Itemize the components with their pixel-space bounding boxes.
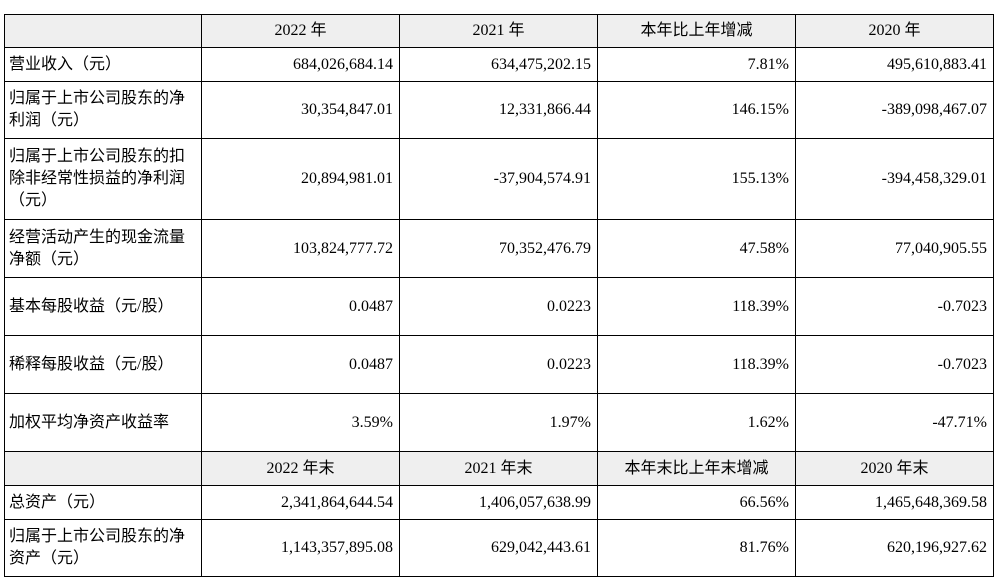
row-value: 0.0487 [201, 335, 400, 394]
row-value: 495,610,883.41 [795, 47, 994, 82]
row-value: 0.0223 [399, 277, 598, 336]
row-value: 1.62% [597, 393, 796, 452]
row-value: 30,354,847.01 [201, 81, 400, 139]
row-value: 7.81% [597, 47, 796, 82]
row-label: 总资产（元） [4, 485, 202, 520]
row-label: 加权平均净资产收益率 [4, 393, 202, 452]
table-row: 稀释每股收益（元/股） 0.0487 0.0223 118.39% -0.702… [4, 335, 994, 394]
row-value: 1,143,357,895.08 [201, 519, 400, 577]
row-value: 684,026,684.14 [201, 47, 400, 82]
table-row: 归属于上市公司股东的净利润（元） 30,354,847.01 12,331,86… [4, 81, 994, 139]
table-header-row: 2022 年 2021 年 本年比上年增减 2020 年 [4, 14, 994, 48]
row-value: -47.71% [795, 393, 994, 452]
row-value: 0.0487 [201, 277, 400, 336]
row-label: 经营活动产生的现金流量净额（元） [4, 219, 202, 278]
row-value: 1,465,648,369.58 [795, 485, 994, 520]
row-value: 629,042,443.61 [399, 519, 598, 577]
row-label: 基本每股收益（元/股） [4, 277, 202, 336]
header-cell: 2021 年 [399, 14, 598, 48]
row-value: 47.58% [597, 219, 796, 278]
row-value: -394,458,329.01 [795, 138, 994, 220]
header-corner-cell [4, 14, 202, 48]
row-label: 稀释每股收益（元/股） [4, 335, 202, 394]
row-value: 634,475,202.15 [399, 47, 598, 82]
row-label: 归属于上市公司股东的净资产（元） [4, 519, 202, 577]
row-value: -0.7023 [795, 277, 994, 336]
row-value: 77,040,905.55 [795, 219, 994, 278]
row-value: 620,196,927.62 [795, 519, 994, 577]
header-cell: 2022 年末 [201, 451, 400, 486]
table-row: 总资产（元） 2,341,864,644.54 1,406,057,638.99… [4, 485, 994, 520]
table-row: 营业收入（元） 684,026,684.14 634,475,202.15 7.… [4, 47, 994, 82]
header-cell: 本年比上年增减 [597, 14, 796, 48]
table-row: 加权平均净资产收益率 3.59% 1.97% 1.62% -47.71% [4, 393, 994, 452]
row-label: 归属于上市公司股东的扣除非经常性损益的净利润（元） [4, 138, 202, 220]
row-value: -389,098,467.07 [795, 81, 994, 139]
row-value: 3.59% [201, 393, 400, 452]
row-value: 20,894,981.01 [201, 138, 400, 220]
table-row: 经营活动产生的现金流量净额（元） 103,824,777.72 70,352,4… [4, 219, 994, 278]
row-label: 归属于上市公司股东的净利润（元） [4, 81, 202, 139]
header-cell: 2022 年 [201, 14, 400, 48]
row-value: 0.0223 [399, 335, 598, 394]
row-value: 81.76% [597, 519, 796, 577]
row-value: 155.13% [597, 138, 796, 220]
row-value: 2,341,864,644.54 [201, 485, 400, 520]
header-cell: 2021 年末 [399, 451, 598, 486]
row-value: 66.56% [597, 485, 796, 520]
row-value: 146.15% [597, 81, 796, 139]
header-cell: 本年末比上年末增减 [597, 451, 796, 486]
row-value: -0.7023 [795, 335, 994, 394]
row-value: 12,331,866.44 [399, 81, 598, 139]
row-value: 1.97% [399, 393, 598, 452]
row-value: 1,406,057,638.99 [399, 485, 598, 520]
header-corner-cell [4, 451, 202, 486]
table-header-row: 2022 年末 2021 年末 本年末比上年末增减 2020 年末 [4, 451, 994, 486]
header-cell: 2020 年 [795, 14, 994, 48]
row-label: 营业收入（元） [4, 47, 202, 82]
table-row: 归属于上市公司股东的扣除非经常性损益的净利润（元） 20,894,981.01 … [4, 138, 994, 220]
financial-table-container: 2022 年 2021 年 本年比上年增减 2020 年 营业收入（元） 684… [4, 14, 994, 577]
row-value: 118.39% [597, 335, 796, 394]
row-value: -37,904,574.91 [399, 138, 598, 220]
header-cell: 2020 年末 [795, 451, 994, 486]
row-value: 118.39% [597, 277, 796, 336]
financial-summary-table: 2022 年 2021 年 本年比上年增减 2020 年 营业收入（元） 684… [4, 14, 994, 577]
table-row: 基本每股收益（元/股） 0.0487 0.0223 118.39% -0.702… [4, 277, 994, 336]
table-row: 归属于上市公司股东的净资产（元） 1,143,357,895.08 629,04… [4, 519, 994, 577]
row-value: 103,824,777.72 [201, 219, 400, 278]
row-value: 70,352,476.79 [399, 219, 598, 278]
